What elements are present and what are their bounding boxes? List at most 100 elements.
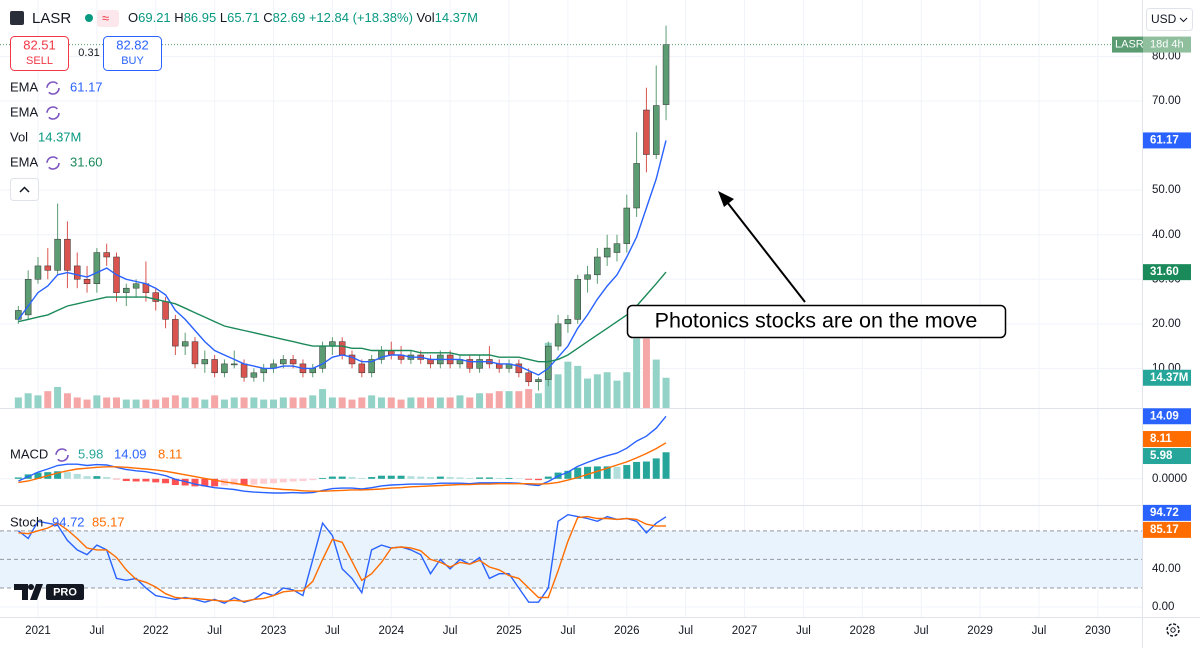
macd-hist-bar <box>250 478 258 485</box>
macd-hist-bar <box>417 476 425 479</box>
macd-signal-value: 8.11 <box>158 446 182 461</box>
sell-label[interactable]: SELL <box>26 55 53 67</box>
macd-hist-bar <box>152 478 160 483</box>
legend-name: Vol <box>10 129 28 144</box>
x-tick-label: 2029 <box>967 625 993 637</box>
candle-body <box>73 265 81 280</box>
gear-center[interactable] <box>1170 627 1176 633</box>
symbol-tag-text: LASR <box>1115 38 1144 50</box>
macd-hist-bar <box>299 478 307 482</box>
volume-bar <box>574 365 582 408</box>
macd-hist-bar <box>525 478 533 480</box>
axis-tag-text: 31.60 <box>1150 266 1179 278</box>
stoch-k-value: 94.72 <box>52 514 85 529</box>
volume-bar <box>122 399 130 408</box>
chevron[interactable] <box>19 186 30 193</box>
axis-tag-text: 94.72 <box>1150 507 1179 519</box>
ohlc-header: O69.21 H86.95 L65.71 C82.69 +12.84 (+18.… <box>128 10 478 25</box>
countdown-text: 18d 4h <box>1150 38 1184 50</box>
stoch-line <box>18 515 667 603</box>
candle-body <box>427 359 434 365</box>
x-tick-label: Jul <box>1032 625 1047 637</box>
vol-value: 14.37M <box>435 10 478 25</box>
x-tick-label: 2022 <box>143 625 169 637</box>
x-tick-label: Jul <box>678 625 693 637</box>
macd-hist-bar <box>34 472 42 479</box>
candle-body <box>280 359 287 365</box>
arrow-head <box>718 191 734 207</box>
macd-hist-bar <box>191 478 199 487</box>
macd-hist-bar <box>270 478 278 484</box>
ohlc-letter: L <box>220 10 227 25</box>
spread: 0.31 <box>78 47 99 59</box>
sell-box[interactable] <box>10 36 69 71</box>
macd-hist-bar <box>574 467 582 479</box>
macd-hist-bar <box>93 476 101 479</box>
ohlc-value: 86.95 <box>184 10 217 25</box>
candle-body <box>172 319 179 347</box>
axis-tag <box>1143 264 1191 281</box>
stoch-title: Stoch <box>10 514 43 529</box>
macd-hist-bar <box>603 466 611 479</box>
currency-box[interactable] <box>1146 8 1193 31</box>
candle-body <box>466 359 474 369</box>
macd-hist-bar <box>534 478 542 481</box>
macd-hist-bar <box>623 465 631 479</box>
legend-icon <box>46 156 60 170</box>
sell-price[interactable]: 82.51 <box>23 37 56 52</box>
volume-bar <box>181 397 189 408</box>
macd-line <box>18 442 667 492</box>
volume-bar <box>505 391 513 408</box>
logo-mark <box>14 584 43 600</box>
buy-price[interactable]: 82.82 <box>116 37 149 52</box>
buy-label[interactable]: BUY <box>121 55 144 67</box>
volume-bar <box>633 338 641 408</box>
currency-chevron[interactable] <box>1179 17 1188 23</box>
stoch-d-value: 85.17 <box>92 514 125 529</box>
x-tick-label: 2025 <box>496 625 522 637</box>
sell-button[interactable]: 82.51 SELL <box>10 36 69 71</box>
volume-bar <box>83 399 91 408</box>
volume-bar <box>162 397 170 408</box>
x-tick-label: Jul <box>914 625 929 637</box>
settings-button[interactable] <box>1166 623 1180 637</box>
volume-bar <box>220 399 228 408</box>
currency[interactable]: USD <box>1151 12 1177 26</box>
delay-icon: ≈ <box>102 10 109 25</box>
macd-value: 14.09 <box>114 446 147 461</box>
macd-hist-bar <box>407 476 415 479</box>
symbol-tag <box>1112 36 1143 53</box>
ohlc-letter: O <box>128 10 138 25</box>
macd-hist-bar <box>436 476 444 479</box>
volume-bar <box>279 397 287 408</box>
macd-hist-bar <box>495 477 503 479</box>
volume-bar <box>211 395 219 408</box>
legend-name: EMA <box>10 104 39 119</box>
y-tick-label: 50.00 <box>1152 184 1181 196</box>
collapse-button[interactable] <box>10 178 39 201</box>
change: +12.84 (+18.38%) <box>309 10 413 25</box>
currency-button[interactable]: USD <box>1146 8 1193 31</box>
macd-hist-bar <box>338 476 346 479</box>
volume-bar <box>24 393 32 408</box>
macd-hist-bar <box>397 475 405 479</box>
collapse-box[interactable] <box>10 178 39 201</box>
candle-body <box>201 359 209 365</box>
logo-box <box>46 584 84 600</box>
candle-body <box>211 359 218 374</box>
macd-hist-bar <box>328 476 336 479</box>
candle-body <box>64 238 71 271</box>
volume-bar <box>191 397 199 408</box>
gear[interactable] <box>1166 623 1180 637</box>
volume-bar <box>132 399 140 408</box>
axis-tag <box>1143 504 1191 521</box>
volume-bar <box>377 397 385 408</box>
candle-body <box>181 341 189 347</box>
volume-bar <box>368 395 376 408</box>
buy-box[interactable] <box>103 36 162 71</box>
buy-button[interactable]: 82.82 BUY <box>103 36 162 71</box>
x-tick-label: 2021 <box>25 625 51 637</box>
volume-bar <box>387 397 395 408</box>
volume-bar <box>270 399 278 408</box>
volume-bar <box>63 393 71 408</box>
